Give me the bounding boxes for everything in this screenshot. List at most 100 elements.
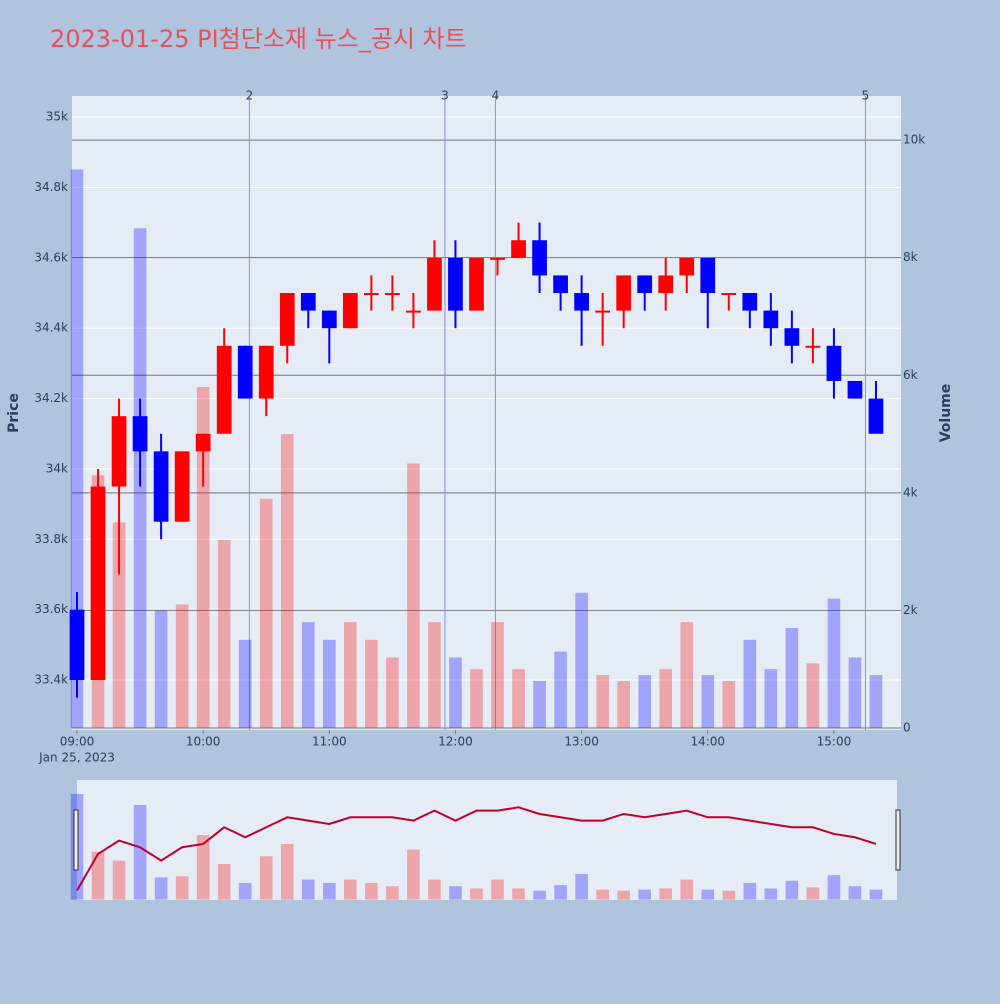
candle-body — [132, 416, 148, 452]
slider-volume-bar — [344, 879, 357, 900]
slider-volume-bar — [659, 888, 673, 900]
candle-body — [868, 398, 884, 434]
candle-body — [69, 609, 85, 681]
volume-bar — [848, 657, 862, 729]
y-tick-label: 34.8k — [34, 180, 68, 194]
volume-bar — [196, 387, 210, 729]
slider-handle-left[interactable] — [73, 809, 79, 871]
volume-bar — [491, 622, 504, 729]
candle-body — [364, 293, 379, 296]
slider-volume-bar — [112, 860, 126, 900]
candle-body — [511, 240, 526, 258]
slider-volume-bar — [301, 879, 315, 900]
slider-volume-bar — [743, 882, 757, 900]
volume-bar — [217, 539, 231, 729]
volume-bar — [533, 680, 546, 729]
candle-body — [679, 257, 695, 276]
volume-bar — [280, 434, 294, 729]
slider-handle-right[interactable] — [895, 809, 901, 871]
x-tick-label: 11:00 — [312, 735, 347, 749]
slider-volume-bar — [701, 889, 715, 900]
slider-volume-bar — [91, 851, 105, 900]
candle-body — [237, 345, 253, 399]
candle-body — [153, 451, 169, 522]
volume-bar — [827, 598, 841, 729]
volume-bar — [743, 639, 757, 729]
candle-body — [174, 451, 190, 522]
y2-tick-label: 2k — [903, 603, 918, 617]
candle-body — [427, 257, 442, 311]
volume-bar — [154, 610, 168, 729]
volume-bar — [701, 675, 715, 729]
news-label: 2 — [246, 89, 254, 103]
candle-body — [763, 310, 779, 329]
y2-tick-label: 8k — [903, 250, 918, 264]
volume-bar — [764, 669, 778, 729]
candle-body — [595, 310, 610, 313]
slider-close-line — [76, 806, 877, 892]
slider-volume-bar — [133, 805, 147, 900]
volume-bar — [259, 498, 273, 729]
chart-title: 2023-01-25 PI첨단소재 뉴스_공시 차트 — [50, 25, 467, 53]
volume-bar — [596, 675, 609, 729]
range-slider[interactable] — [77, 780, 897, 900]
y-tick-label: 35k — [46, 110, 68, 124]
slider-volume-bar — [449, 886, 462, 900]
x-tick-label: 12:00 — [438, 735, 473, 749]
x-tick-label: 13:00 — [564, 735, 599, 749]
volume-bar — [785, 628, 799, 729]
y-tick-label: 34.2k — [34, 391, 68, 405]
candle-body — [195, 433, 211, 452]
y2-tick-label: 4k — [903, 485, 918, 499]
y-tick-label: 34k — [46, 461, 68, 475]
candle-body — [742, 293, 758, 311]
slider-volume-bar — [470, 888, 483, 900]
volume-bar — [407, 463, 420, 729]
volume-bar — [428, 622, 441, 729]
candle-body — [258, 345, 274, 399]
slider-volume-bar — [196, 835, 210, 900]
slider-volume-bar — [638, 889, 651, 900]
slider-volume-bar — [386, 886, 399, 900]
news-label: 3 — [441, 89, 449, 103]
slider-volume-bar — [323, 882, 336, 900]
news-label: 4 — [492, 89, 500, 103]
volume-bar — [470, 669, 483, 729]
slider-volume-bar — [238, 882, 252, 900]
slider-volume-bar — [175, 876, 189, 900]
plot-area — [72, 96, 901, 730]
candle-body — [700, 257, 716, 294]
volume-bar — [344, 622, 357, 729]
slider-volume-bar — [407, 849, 420, 900]
y-tick-label: 33.4k — [34, 673, 68, 687]
candle-body — [342, 293, 358, 329]
candle-body — [448, 257, 463, 311]
slider-volume-bar — [785, 880, 799, 900]
slider-volume-bar — [217, 864, 231, 900]
x-tick-label: 09:00 — [60, 735, 95, 749]
candle-body — [300, 293, 316, 311]
news-label: 5 — [862, 89, 870, 103]
volume-bar — [638, 675, 651, 729]
volume-bar — [512, 669, 525, 729]
x-tick-label: 15:00 — [817, 735, 852, 749]
slider-volume-bar — [848, 886, 862, 900]
candle-body — [490, 257, 505, 260]
volume-bar — [323, 639, 336, 729]
volume-bar — [365, 639, 378, 729]
slider-volume-bar — [575, 874, 588, 900]
candle-body — [406, 310, 421, 313]
candle-body — [847, 380, 863, 399]
candle-body — [469, 257, 484, 311]
volume-bar — [680, 622, 694, 729]
slider-volume-bar — [680, 879, 694, 900]
y-tick-label: 34.4k — [34, 321, 68, 335]
slider-volume-bar — [617, 890, 630, 900]
volume-bar — [554, 651, 567, 729]
slider-volume-bar — [827, 875, 841, 900]
candle-body — [279, 293, 295, 346]
slider-volume-bar — [533, 890, 546, 900]
slider-volume-bar — [869, 889, 883, 900]
volume-bar — [869, 675, 883, 729]
